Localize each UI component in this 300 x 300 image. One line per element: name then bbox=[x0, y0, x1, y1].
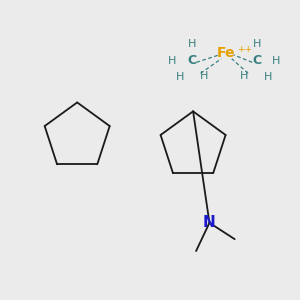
Text: H: H bbox=[272, 56, 281, 66]
Text: H: H bbox=[240, 71, 249, 81]
Text: C: C bbox=[187, 54, 196, 67]
Text: H: H bbox=[176, 72, 184, 82]
Text: ++: ++ bbox=[237, 45, 252, 54]
Text: H: H bbox=[200, 71, 208, 81]
Text: C: C bbox=[252, 54, 262, 67]
Text: H: H bbox=[253, 39, 261, 49]
Text: H: H bbox=[188, 39, 196, 49]
Text: H: H bbox=[168, 56, 176, 66]
Text: N: N bbox=[203, 215, 216, 230]
Text: H: H bbox=[264, 72, 272, 82]
Text: Fe: Fe bbox=[217, 46, 235, 60]
